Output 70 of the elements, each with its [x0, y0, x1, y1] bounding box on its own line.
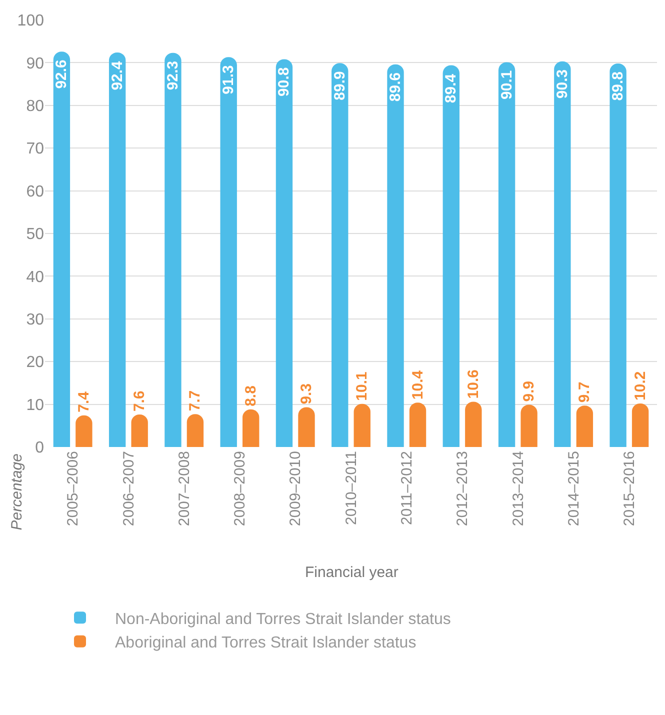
y-tick-label: 0	[35, 440, 44, 457]
bar	[387, 64, 404, 447]
bar	[465, 402, 482, 447]
y-tick-label: 50	[26, 226, 44, 244]
data-label: 89.4	[442, 73, 460, 104]
data-label: 9.9	[520, 380, 538, 402]
data-label: 7.7	[186, 390, 204, 412]
x-tick-label: 2009–2010	[287, 451, 304, 526]
y-tick-label: 40	[26, 268, 44, 286]
bar	[186, 414, 204, 447]
data-label: 10.4	[409, 370, 426, 400]
bar	[108, 52, 126, 447]
bar	[298, 407, 315, 447]
bar	[276, 59, 293, 447]
bar	[220, 57, 237, 447]
data-label: 92.6	[53, 60, 70, 89]
data-label: 7.6	[131, 390, 148, 412]
x-tick-label: 2010–2011	[342, 451, 360, 525]
x-tick-label: 2007–2008	[176, 451, 193, 526]
bar	[131, 414, 148, 447]
y-axis-title: Percentage	[8, 453, 26, 530]
bar	[610, 64, 626, 447]
y-tick-label: 10	[26, 396, 44, 414]
legend-label: Non-Aboriginal and Torres Strait Islander status	[115, 610, 451, 628]
data-label: 90.8	[276, 67, 293, 96]
bar	[76, 415, 92, 447]
bar	[520, 404, 538, 447]
x-tick-label: 2013–2014	[510, 451, 527, 526]
bar	[164, 52, 182, 447]
bar	[442, 65, 460, 447]
y-tick-label: 100	[17, 12, 44, 30]
data-label: 8.8	[242, 386, 260, 406]
x-tick-label: 2014–2015	[565, 451, 582, 526]
y-tick-label: 80	[26, 98, 44, 115]
x-tick-label: 2015–2016	[621, 451, 638, 526]
data-label: 89.6	[387, 72, 404, 102]
x-tick-label: 2012–2013	[454, 451, 472, 526]
data-label: 92.3	[164, 60, 182, 90]
data-label: 89.9	[331, 71, 348, 100]
x-tick-label: 2011–2012	[398, 451, 416, 525]
x-tick-label: 2005–2006	[64, 451, 82, 526]
bar	[409, 402, 426, 447]
data-label: 9.3	[298, 383, 315, 404]
y-tick-label: 90	[26, 55, 44, 72]
data-label: 90.3	[554, 69, 571, 99]
data-label: 10.1	[354, 372, 371, 401]
y-tick-label: 70	[26, 140, 44, 158]
y-tick-label: 20	[26, 354, 44, 372]
x-axis-title: Financial year	[305, 564, 398, 581]
bar	[576, 406, 594, 447]
data-label: 92.4	[108, 60, 126, 90]
y-tick-label: 60	[26, 183, 44, 200]
bar	[242, 409, 260, 447]
data-label: 89.8	[610, 72, 627, 101]
x-tick-label: 2006–2007	[120, 451, 138, 526]
data-label: 10.2	[632, 371, 649, 400]
bar	[332, 63, 348, 447]
x-tick-label: 2008–2009	[232, 451, 249, 526]
bar	[53, 52, 70, 447]
data-label: 90.1	[498, 70, 516, 100]
legend-label: Aboriginal and Torres Strait Islander status	[115, 634, 416, 652]
data-label: 10.6	[464, 370, 482, 399]
bar	[632, 403, 649, 447]
bar	[554, 61, 571, 447]
bar	[354, 404, 370, 447]
y-tick-label: 30	[26, 312, 44, 328]
data-label: 9.7	[576, 382, 594, 403]
data-label: 7.4	[75, 390, 92, 412]
data-label: 91.3	[220, 65, 238, 94]
bar	[498, 62, 516, 447]
